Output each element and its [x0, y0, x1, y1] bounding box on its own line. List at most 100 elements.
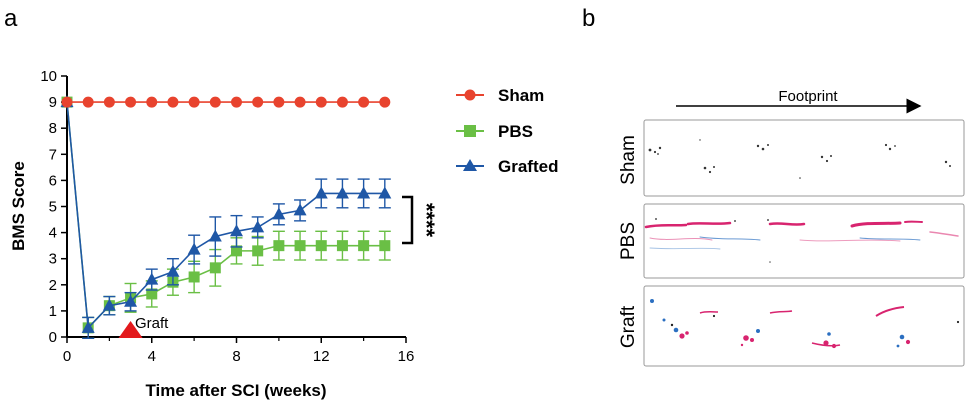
bracket-line [402, 195, 414, 245]
point-grafted-4 [145, 272, 159, 285]
point-sham-10 [273, 96, 285, 108]
point-grafted-12 [314, 186, 328, 199]
y-tick-label-7: 7 [49, 146, 57, 163]
x-tick-label-8: 8 [232, 348, 240, 365]
point-sham-1 [82, 96, 94, 108]
point-pbs-4 [146, 288, 158, 300]
y-tick-label-3: 3 [49, 251, 57, 268]
pbs-forelimb-drags [649, 236, 921, 250]
y-tick-label-2: 2 [49, 277, 57, 294]
y-tick-label-4: 4 [49, 225, 57, 242]
y-tick-label-8: 8 [49, 120, 57, 137]
point-grafted-8 [230, 224, 243, 237]
series-line-pbs [66, 102, 385, 330]
point-grafted-2 [102, 298, 116, 311]
row-label-sham: Sham [618, 135, 639, 185]
point-pbs-7 [209, 262, 221, 274]
point-sham-5 [167, 96, 179, 108]
legend-label-pbs: PBS [498, 122, 533, 141]
point-sham-12 [315, 96, 327, 108]
strip-frame-sham [643, 119, 965, 197]
x-axis-label: Time after SCI (weeks) [145, 381, 326, 400]
y-tick-label-9: 9 [49, 94, 57, 111]
point-pbs-11 [294, 240, 306, 252]
point-sham-14 [358, 96, 370, 108]
point-pbs-9 [252, 245, 264, 257]
series-layer [60, 95, 392, 340]
point-pbs-10 [273, 240, 285, 252]
point-pbs-14 [358, 240, 370, 252]
x-tick-label-16: 16 [398, 348, 415, 365]
x-tick-label-4: 4 [148, 348, 156, 365]
footprint-header: Footprint [778, 88, 838, 105]
graft-annotation-label: Graft [135, 315, 169, 332]
panel-letter-a: a [4, 5, 18, 32]
point-grafted-3 [124, 294, 138, 307]
point-sham-15 [379, 96, 391, 108]
graft-marker-triangle [118, 321, 143, 338]
legend-item-pbs: PBS [456, 122, 533, 141]
series-line-grafted [66, 102, 385, 330]
point-grafted-13 [335, 186, 349, 199]
row-label-pbs: PBS [618, 222, 639, 260]
point-grafted-11 [293, 203, 307, 216]
point-grafted-10 [272, 207, 286, 220]
point-sham-7 [209, 96, 221, 108]
footprint-strip-sham [643, 119, 965, 197]
point-pbs-8 [231, 245, 242, 257]
point-sham-4 [146, 96, 158, 108]
point-grafted-7 [208, 229, 222, 242]
panel-letter-b: b [582, 5, 595, 32]
point-sham-6 [188, 96, 200, 108]
legend: Sham PBS Grafted [456, 86, 558, 176]
sham-prints [648, 139, 951, 179]
point-grafted-9 [251, 220, 265, 233]
point-sham-8 [231, 96, 242, 108]
series-grafted [60, 95, 392, 340]
point-sham-2 [103, 96, 115, 108]
legend-marker-pbs [464, 125, 476, 137]
point-grafted-5 [166, 264, 180, 277]
significance-bracket: **** [402, 195, 439, 245]
point-grafted-14 [357, 186, 371, 199]
row-label-graft: Graft [618, 305, 639, 348]
point-sham-3 [125, 96, 137, 108]
legend-item-sham: Sham [456, 86, 544, 105]
graft-prints [650, 299, 960, 349]
strip-frame-pbs [643, 203, 965, 279]
y-tick-label-1: 1 [49, 303, 57, 320]
pbs-hindlimb-drags [644, 220, 959, 242]
point-grafted-15 [378, 186, 392, 199]
legend-item-grafted: Grafted [456, 157, 558, 176]
series-sham [61, 96, 391, 108]
point-sham-13 [336, 96, 348, 108]
y-axis-label: BMS Score [9, 161, 28, 251]
y-tick-label-10: 10 [40, 68, 57, 85]
x-tick-label-0: 0 [63, 348, 71, 365]
point-grafted-1 [81, 320, 95, 333]
x-tick-label-12: 12 [313, 348, 330, 365]
point-pbs-6 [188, 271, 200, 283]
point-pbs-12 [315, 240, 327, 252]
point-pbs-13 [336, 240, 348, 252]
legend-label-grafted: Grafted [498, 157, 558, 176]
point-sham-9 [252, 96, 264, 108]
footprint-panel: Footprint Sham PBS Graft [618, 88, 965, 367]
point-sham-0 [61, 96, 73, 108]
significance-stars: **** [414, 203, 439, 238]
legend-marker-grafted [463, 159, 477, 171]
pbs-spots [655, 218, 771, 263]
y-tick-label-0: 0 [49, 329, 57, 346]
y-tick-label-5: 5 [49, 199, 57, 216]
footprint-strip-pbs [643, 203, 965, 279]
legend-marker-sham [464, 89, 476, 101]
legend-label-sham: Sham [498, 86, 544, 105]
point-pbs-15 [379, 240, 391, 252]
point-grafted-6 [187, 242, 201, 255]
strip-frame-graft [643, 285, 965, 367]
footprint-strip-graft [643, 285, 965, 367]
point-sham-11 [294, 96, 306, 108]
y-tick-label-6: 6 [49, 172, 57, 189]
